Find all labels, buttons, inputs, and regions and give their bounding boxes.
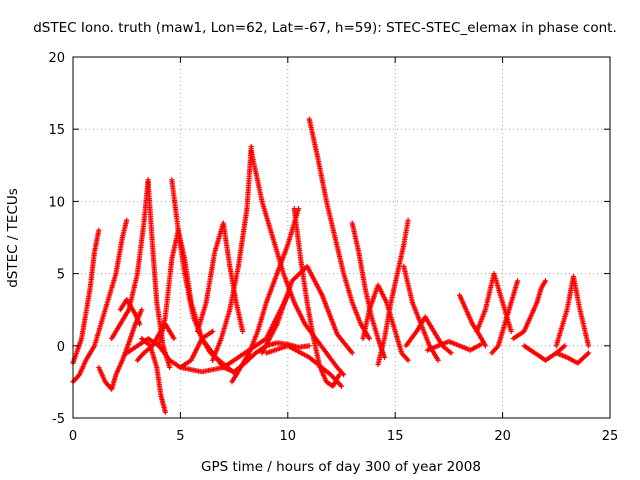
data-point — [336, 372, 342, 378]
series-9 — [124, 328, 216, 371]
series-5 — [117, 296, 143, 327]
x-tick-label: 20 — [494, 429, 511, 444]
data-point — [139, 307, 145, 313]
series-1 — [70, 217, 130, 385]
data-point — [124, 217, 130, 223]
data-point — [96, 227, 102, 233]
data-point — [435, 357, 441, 363]
x-tick-label: 5 — [176, 429, 184, 444]
series-27 — [457, 292, 489, 349]
x-axis-label: GPS time / hours of day 300 of year 2008 — [201, 459, 481, 475]
data-point — [240, 328, 246, 334]
data-point — [542, 278, 549, 284]
series-29 — [489, 278, 521, 356]
series-18 — [306, 116, 373, 342]
x-tick-label: 10 — [280, 429, 297, 444]
chart-title: dSTEC Iono. truth (maw1, Lon=62, Lat=-67… — [33, 20, 617, 36]
y-tick-label: 5 — [57, 268, 65, 283]
series-19 — [259, 263, 355, 356]
data-point — [585, 350, 592, 356]
series-33 — [553, 350, 592, 366]
data-point — [585, 343, 592, 349]
data-point — [162, 409, 168, 415]
data-point — [366, 335, 373, 342]
series-15 — [291, 206, 342, 389]
series-12 — [210, 143, 254, 363]
data-point — [381, 354, 388, 360]
data-point — [338, 383, 345, 389]
data-point — [167, 364, 173, 371]
y-tick-label: 10 — [48, 195, 65, 210]
data-point — [136, 321, 143, 327]
series-25 — [403, 314, 454, 356]
data-point — [306, 343, 312, 349]
series-30 — [510, 278, 549, 342]
y-tick-label: 15 — [48, 123, 65, 138]
series-0 — [70, 227, 102, 366]
series-32 — [553, 273, 592, 349]
data-point — [349, 350, 355, 356]
plot-frame — [72, 56, 611, 419]
series-10 — [134, 321, 177, 363]
ticks: 0 5 10 15 20 25 -5 0 5 10 15 20 — [48, 51, 618, 444]
series-11 — [194, 220, 246, 334]
data-point — [482, 343, 489, 349]
y-tick-label: 20 — [48, 51, 65, 66]
series-26 — [424, 338, 484, 353]
series-31 — [521, 343, 568, 363]
series-20 — [263, 343, 345, 389]
data-point — [405, 217, 411, 223]
series-23 — [375, 217, 411, 368]
data-point — [210, 328, 216, 334]
y-tick-label: 0 — [57, 340, 65, 355]
x-tick-label: 0 — [69, 429, 77, 444]
data-point — [562, 343, 568, 349]
data-point — [508, 328, 514, 334]
data-point — [171, 335, 177, 342]
x-tick-label: 25 — [602, 429, 619, 444]
y-tick-label: -5 — [52, 412, 65, 427]
y-axis-label: dSTEC / TECUs — [5, 188, 21, 288]
data-points — [70, 116, 592, 415]
data-point — [448, 350, 454, 356]
data-point — [515, 278, 521, 284]
data-point — [405, 357, 411, 363]
x-tick-label: 15 — [387, 429, 404, 444]
